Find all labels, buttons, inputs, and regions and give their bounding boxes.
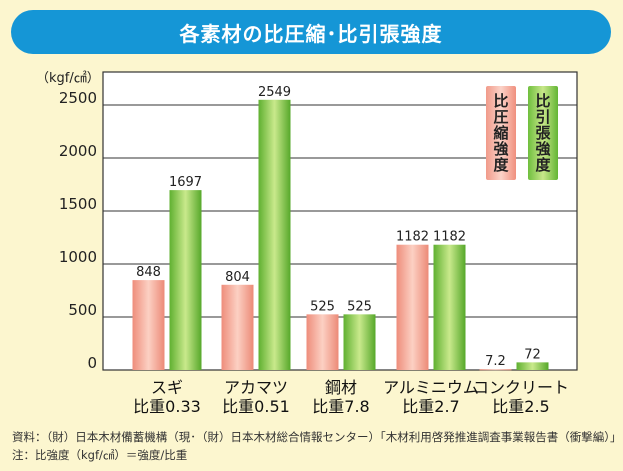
category-label-sugi: スギ 比重0.33 — [112, 378, 222, 416]
bar-value-label: 72 — [524, 347, 541, 362]
bar-value-label: 2549 — [258, 85, 291, 100]
y-tick-label: 1000 — [58, 248, 97, 266]
chart-title: 各素材の比圧縮･比引張強度 — [179, 21, 443, 46]
category-name: コンクリート — [472, 378, 569, 397]
y-tick-label: 500 — [68, 301, 97, 319]
bar-compression — [221, 284, 254, 370]
y-tick-label: 2500 — [58, 89, 97, 107]
y-axis-unit: （kgf/㎠） — [36, 71, 100, 86]
y-tick-label: 0 — [87, 354, 97, 372]
legend-tension-label: 比引張強度 — [533, 93, 552, 173]
bar-value-label: 525 — [347, 299, 372, 314]
legend-compression: 比圧縮強度 — [486, 86, 516, 180]
category-specific-gravity: 比重7.8 — [312, 397, 370, 416]
source-note: 資料：（財）日本木材備蓄機構（現･（財）日本木材総合情報センター）「木材利用啓発… — [12, 430, 622, 444]
category-specific-gravity: 比重2.5 — [492, 397, 550, 416]
y-tick-label: 1500 — [58, 195, 97, 213]
category-name: 鋼材 — [324, 378, 357, 397]
category-specific-gravity: 比重0.51 — [222, 397, 290, 416]
category-name: アルミニウム — [383, 378, 479, 397]
category-name: アカマツ — [223, 378, 288, 397]
category-label-steel: 鋼材 比重7.8 — [286, 378, 396, 416]
bar-compression — [306, 314, 339, 370]
chart-title-banner: 各素材の比圧縮･比引張強度 — [11, 10, 611, 54]
bar-tension — [258, 99, 291, 370]
bar-compression — [396, 244, 429, 370]
category-specific-gravity: 比重0.33 — [133, 397, 201, 416]
bar-tension — [343, 314, 376, 370]
legend-compression-label: 比圧縮強度 — [491, 93, 510, 173]
category-label-aluminum: アルミニウム 比重2.7 — [376, 378, 486, 416]
bar-compression — [479, 369, 512, 371]
bar-tension — [169, 190, 202, 370]
bar-tension — [516, 362, 549, 370]
bar-value-label: 1182 — [396, 230, 429, 245]
bar-value-label: 1697 — [169, 175, 202, 190]
formula-note: 注：比強度（kgf/㎠）＝強度/比重 — [12, 448, 188, 462]
bar-compression — [132, 280, 165, 370]
bar-tension — [433, 244, 466, 370]
bar-value-label: 848 — [136, 265, 161, 280]
bar-value-label: 804 — [225, 270, 250, 285]
bar-value-label: 525 — [310, 299, 335, 314]
y-tick-label: 2000 — [58, 142, 97, 160]
bar-value-label: 7.2 — [485, 354, 506, 369]
bar-value-label: 1182 — [433, 230, 466, 245]
category-name: スギ — [150, 378, 183, 397]
category-label-akamatsu: アカマツ 比重0.51 — [201, 378, 311, 416]
legend-tension: 比引張強度 — [528, 86, 558, 180]
category-specific-gravity: 比重2.7 — [402, 397, 460, 416]
category-label-concrete: コンクリート 比重2.5 — [466, 378, 576, 416]
